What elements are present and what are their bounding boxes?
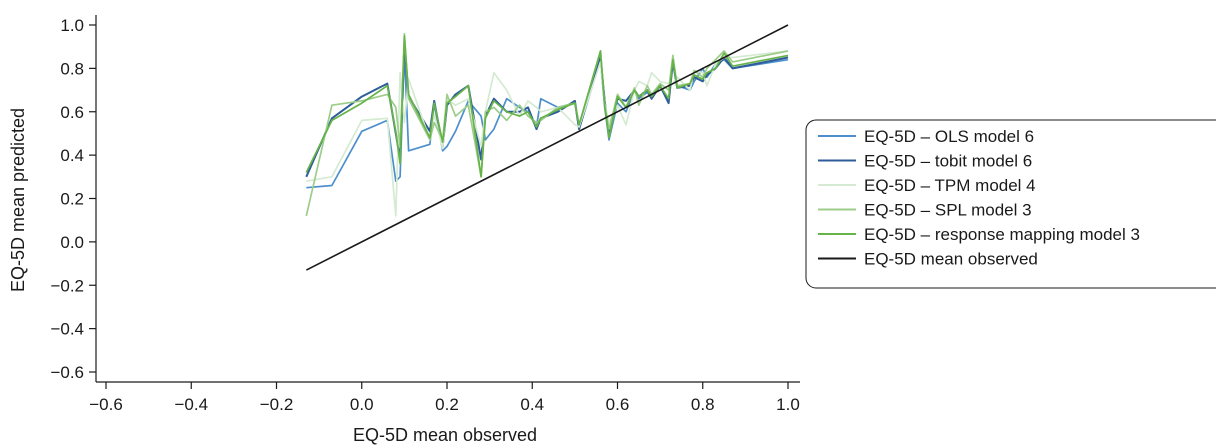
reference-line [305,24,789,271]
legend-label: EQ-5D mean observed [864,250,1038,269]
legend: EQ-5D – OLS model 6 EQ-5D – tobit model 6… [805,119,1216,289]
x-tick-label: −0.6 [89,395,123,414]
x-axis-ticks: −0.6 −0.4 −0.2 0.0 0.2 0.4 0.6 0.8 1.0 [89,382,800,414]
x-tick-label: −0.4 [174,395,208,414]
y-axis-ticks: −0.6 −0.4 −0.2 0.0 0.2 0.4 0.6 0.8 1.0 [50,16,96,382]
series-lines [305,32,789,217]
x-tick-label: 0.8 [691,395,715,414]
reference-line-layer [305,24,789,271]
x-tick-label: 0.2 [435,395,459,414]
y-tick-label: −0.4 [50,320,84,339]
series-line-3 [306,50,789,217]
x-tick-label: 1.0 [776,395,800,414]
x-axis-title: EQ-5D mean observed [353,425,537,445]
x-tick-label: −0.2 [260,395,294,414]
y-tick-label: 0.0 [60,233,84,252]
x-tick-label: 0.0 [350,395,374,414]
y-tick-label: −0.6 [50,363,84,382]
x-tick-label: 0.4 [520,395,544,414]
series-line-4 [305,32,789,217]
y-tick-label: −0.2 [50,276,84,295]
series-line-5 [305,34,789,178]
legend-items: EQ-5D – OLS model 6 EQ-5D – tobit model 6… [818,127,1140,269]
y-tick-label: 0.8 [60,59,84,78]
y-tick-label: 1.0 [60,16,84,35]
y-tick-label: 0.4 [60,146,84,165]
legend-frame [805,119,1216,289]
y-tick-label: 0.6 [60,103,84,122]
legend-label: EQ-5D – SPL model 3 [864,201,1032,220]
legend-label: EQ-5D – OLS model 6 [864,127,1034,146]
x-tick-label: 0.6 [606,395,630,414]
legend-label: EQ-5D – tobit model 6 [864,152,1032,171]
y-tick-label: 0.2 [60,190,84,209]
y-axis-title: EQ-5D mean predicted [8,108,28,292]
legend-label: EQ-5D – TPM model 4 [864,176,1036,195]
legend-label: EQ-5D – response mapping model 3 [864,225,1140,244]
